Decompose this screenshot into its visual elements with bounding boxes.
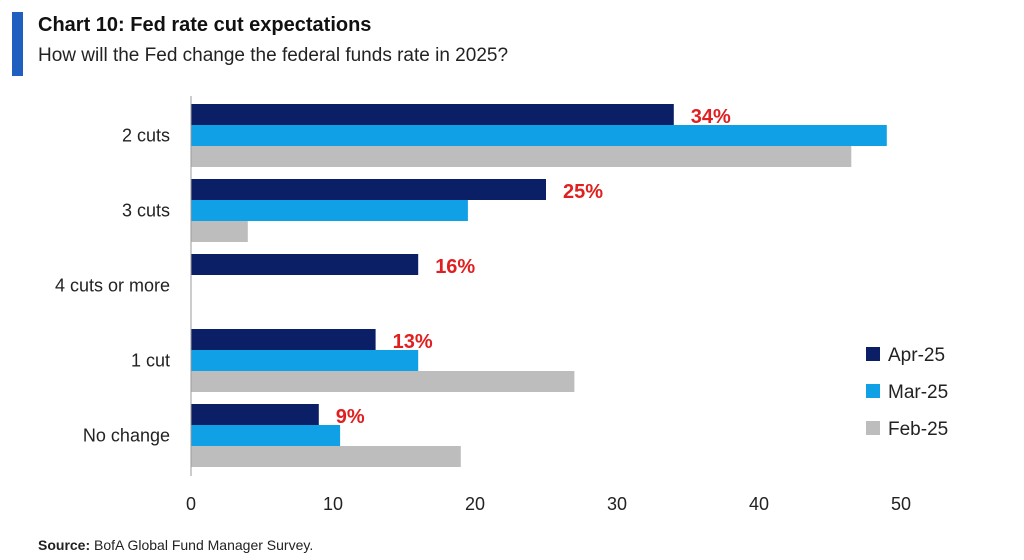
bar-feb-25-3-cuts xyxy=(191,221,248,242)
legend-swatch-apr-25 xyxy=(866,347,880,361)
bar-feb-25-no-change xyxy=(191,446,461,467)
x-tick-label-40: 40 xyxy=(749,494,769,514)
category-label-1-cut: 1 cut xyxy=(131,351,170,371)
bar-mar-25-1-cut xyxy=(191,350,419,371)
category-label-3-cuts: 3 cuts xyxy=(122,201,170,221)
bar-chart: 2 cuts 34% 3 cuts 25% 4 cuts or more 16% 1 cut… xyxy=(55,96,948,514)
title-accent-bar xyxy=(12,12,23,76)
x-tick-label-50: 50 xyxy=(891,494,911,514)
chart-title: Chart 10: Fed rate cut expectations xyxy=(38,14,372,36)
data-label-1-cut: 13% xyxy=(393,331,433,353)
bar-apr-25-3-cuts xyxy=(191,179,546,200)
x-tick-label-30: 30 xyxy=(607,494,627,514)
data-label-3-cuts: 25% xyxy=(563,181,603,203)
bar-mar-25-3-cuts xyxy=(191,200,468,221)
bar-mar-25-no-change xyxy=(191,425,341,446)
bar-apr-25-1-cut xyxy=(191,329,376,350)
bar-mar-25-2-cuts xyxy=(191,125,887,146)
x-tick-label-10: 10 xyxy=(323,494,343,514)
bar-feb-25-2-cuts xyxy=(191,146,852,167)
bar-feb-25-1-cut xyxy=(191,371,575,392)
x-tick-label-0: 0 xyxy=(186,494,196,514)
bar-apr-25-no-change xyxy=(191,404,319,425)
source-label: Source: xyxy=(38,537,91,553)
legend-label-mar-25: Mar-25 xyxy=(888,382,948,403)
data-label-no-change: 9% xyxy=(336,406,365,428)
x-tick-label-20: 20 xyxy=(465,494,485,514)
category-label-4-cuts-or-more: 4 cuts or more xyxy=(55,276,170,296)
bar-apr-25-4-cuts-or-more xyxy=(191,254,419,275)
legend-label-feb-25: Feb-25 xyxy=(888,419,948,440)
legend-swatch-feb-25 xyxy=(866,421,880,435)
legend-label-apr-25: Apr-25 xyxy=(888,345,945,366)
category-label-2-cuts: 2 cuts xyxy=(122,126,170,146)
category-label-no-change: No change xyxy=(83,426,170,446)
data-label-4-cuts-or-more: 16% xyxy=(435,256,475,278)
bar-apr-25-2-cuts xyxy=(191,104,674,125)
source-text: BofA Global Fund Manager Survey. xyxy=(94,537,314,553)
chart-subtitle: How will the Fed change the federal fund… xyxy=(38,45,509,66)
data-label-2-cuts: 34% xyxy=(691,106,731,128)
legend-swatch-mar-25 xyxy=(866,384,880,398)
source-note: Source: BofA Global Fund Manager Survey. xyxy=(38,537,313,553)
